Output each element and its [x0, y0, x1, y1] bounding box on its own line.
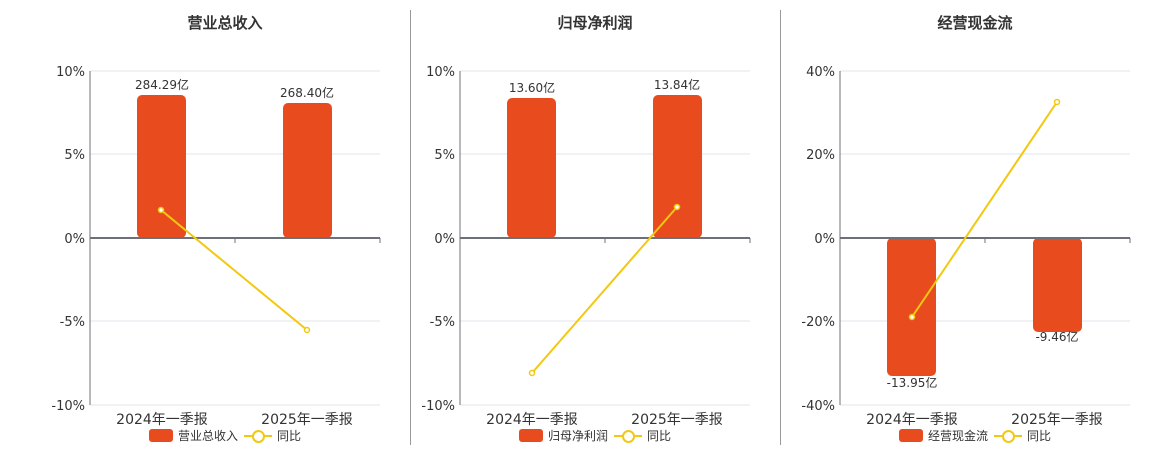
line-point[interactable]: [908, 313, 916, 321]
chart-title: 归母净利润: [557, 14, 633, 32]
bar[interactable]: [653, 95, 702, 238]
y-tick: 5%: [434, 148, 455, 163]
y-tick: 40%: [806, 65, 835, 80]
bar[interactable]: [1033, 238, 1082, 332]
x-tick: 2024年一季报: [486, 412, 578, 428]
bar-label: -9.46亿: [1035, 329, 1078, 344]
bar[interactable]: [887, 238, 936, 376]
bar-swatch-icon: [148, 429, 173, 442]
y-tick: 10%: [426, 65, 455, 80]
divider: [780, 10, 781, 445]
x-tick: 2024年一季报: [116, 412, 208, 428]
y-tick: -5%: [60, 315, 85, 330]
bar-label: 13.60亿: [509, 80, 555, 95]
y-tick: -20%: [801, 315, 835, 330]
line-circle-icon: [244, 429, 272, 443]
legend-item-line[interactable]: 同比: [244, 427, 301, 444]
bar-label: -13.95亿: [887, 375, 938, 390]
legend: 归母净利润 同比: [410, 427, 780, 444]
x-tick: 2024年一季报: [866, 412, 958, 428]
chart-panel-operating-cashflow: 经营现金流 40% 20% 0% -20% -40% -13.95亿 -9.46…: [790, 0, 1160, 450]
legend-item-bar[interactable]: 归母净利润: [518, 427, 608, 444]
bar[interactable]: [137, 95, 186, 238]
chart-title: 经营现金流: [937, 14, 1013, 32]
line-circle-icon: [994, 429, 1022, 443]
x-tick: 2025年一季报: [261, 412, 353, 428]
line-point[interactable]: [1053, 98, 1061, 106]
chart-plot: 10% 5% 0% -5% -10% 13.60亿 13.84亿 2024年一季…: [421, 65, 751, 428]
bar-swatch-icon: [898, 429, 923, 442]
legend: 营业总收入 同比: [40, 427, 410, 444]
line-point[interactable]: [528, 369, 536, 377]
y-tick: 0%: [434, 232, 455, 247]
x-tick: 2025年一季报: [631, 412, 723, 428]
line-point[interactable]: [673, 203, 681, 211]
y-tick: -10%: [421, 399, 455, 414]
y-tick: 10%: [56, 65, 85, 80]
divider: [410, 10, 411, 445]
chart-plot: 10% 5% 0% -5% -10% 284.29亿 268.40亿 2024年…: [51, 65, 381, 428]
legend: 经营现金流 同比: [790, 427, 1160, 444]
y-tick: 0%: [814, 232, 835, 247]
y-tick: 5%: [64, 148, 85, 163]
bar[interactable]: [507, 98, 556, 238]
y-tick: -40%: [801, 399, 835, 414]
chart-plot: 40% 20% 0% -20% -40% -13.95亿 -9.46亿 2024…: [801, 65, 1131, 428]
bar[interactable]: [283, 103, 332, 238]
bar-label: 13.84亿: [654, 77, 700, 92]
line-point[interactable]: [157, 206, 165, 214]
legend-item-bar[interactable]: 经营现金流: [898, 427, 988, 444]
legend-item-line[interactable]: 同比: [994, 427, 1051, 444]
legend-item-bar[interactable]: 营业总收入: [148, 427, 238, 444]
x-tick: 2025年一季报: [1011, 412, 1103, 428]
chart-panel-net-profit: 归母净利润 10% 5% 0% -5% -10% 13.60亿 13.84亿 2…: [410, 0, 780, 450]
bar-label: 284.29亿: [135, 77, 189, 92]
bar-label: 268.40亿: [280, 85, 334, 100]
legend-item-line[interactable]: 同比: [614, 427, 671, 444]
y-tick: 20%: [806, 148, 835, 163]
chart-title: 营业总收入: [187, 14, 263, 32]
bar-swatch-icon: [518, 429, 543, 442]
y-tick: 0%: [64, 232, 85, 247]
y-tick: -5%: [430, 315, 455, 330]
y-tick: -10%: [51, 399, 85, 414]
line-circle-icon: [614, 429, 642, 443]
line-point[interactable]: [303, 326, 311, 334]
chart-panel-revenue: 营业总收入 10% 5% 0% -5% -10% 284.29亿 268.40亿…: [40, 0, 410, 450]
